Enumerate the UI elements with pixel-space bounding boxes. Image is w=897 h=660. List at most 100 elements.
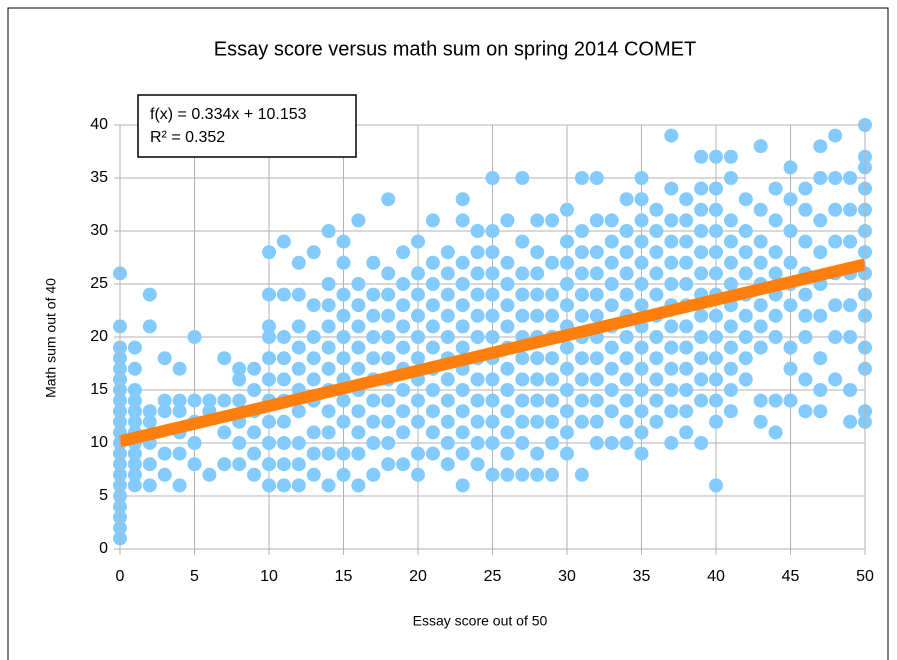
point: [634, 340, 649, 355]
point: [217, 425, 232, 440]
point: [783, 192, 798, 207]
point: [619, 436, 634, 450]
point: [738, 266, 753, 281]
point: [127, 361, 142, 376]
point: [589, 393, 604, 408]
point: [634, 277, 649, 291]
point: [276, 234, 291, 249]
point: [798, 404, 813, 419]
point: [813, 351, 828, 366]
point: [321, 224, 336, 238]
point: [127, 393, 142, 408]
point: [366, 330, 381, 344]
point: [455, 213, 470, 228]
point: [530, 372, 545, 387]
point: [470, 372, 485, 387]
point: [604, 298, 619, 313]
point: [232, 457, 247, 472]
point: [381, 457, 396, 472]
point: [381, 308, 396, 323]
point: [411, 330, 425, 344]
point: [262, 319, 276, 334]
point: [649, 287, 664, 302]
point: [172, 393, 187, 408]
point: [515, 372, 530, 387]
point: [127, 383, 142, 397]
point: [723, 149, 738, 164]
point: [381, 192, 396, 207]
point: [694, 351, 709, 366]
point: [187, 330, 202, 344]
point: [560, 255, 574, 270]
point: [664, 436, 679, 450]
point: [396, 404, 411, 419]
point: [470, 287, 485, 302]
point: [664, 255, 679, 270]
point: [411, 287, 425, 302]
point: [604, 277, 619, 291]
point: [321, 340, 336, 355]
point: [485, 308, 500, 323]
point: [425, 298, 440, 313]
point: [530, 446, 545, 461]
point: [455, 319, 470, 334]
point: [798, 308, 813, 323]
point: [172, 404, 187, 419]
point: [157, 393, 172, 408]
point: [768, 330, 783, 344]
point: [187, 436, 202, 450]
point: [455, 340, 470, 355]
point: [828, 298, 843, 313]
point: [291, 255, 306, 270]
point: [664, 383, 679, 397]
point: [485, 436, 500, 450]
annotation: R² = 0.352: [150, 129, 225, 146]
point: [604, 361, 619, 376]
point: [500, 298, 515, 313]
point: [560, 425, 574, 440]
point: [723, 319, 738, 334]
point: [351, 425, 366, 440]
point: [455, 277, 470, 291]
point: [485, 266, 500, 281]
annotation-box: [137, 94, 357, 158]
point: [753, 414, 768, 429]
point: [425, 404, 440, 419]
point: [768, 181, 783, 196]
point: [262, 478, 276, 493]
point: [157, 351, 172, 366]
point: [649, 245, 664, 260]
point: [351, 340, 366, 355]
x-tick-label: 50: [856, 568, 874, 585]
point: [232, 393, 247, 408]
point: [753, 255, 768, 270]
point: [634, 192, 649, 207]
point: [172, 478, 187, 493]
point: [723, 340, 738, 355]
point: [589, 245, 604, 260]
y-tick-label: 20: [90, 328, 108, 345]
point: [783, 393, 798, 408]
x-tick-label: 25: [484, 568, 502, 585]
point: [470, 224, 485, 238]
point: [679, 425, 694, 440]
point: [500, 467, 515, 482]
point: [753, 319, 768, 334]
points: [113, 118, 872, 546]
point: [127, 478, 142, 493]
point: [440, 393, 455, 408]
point: [321, 404, 336, 419]
point: [396, 340, 411, 355]
point: [262, 457, 276, 472]
point: [485, 467, 500, 482]
point: [679, 234, 694, 249]
point: [381, 393, 396, 408]
point: [798, 234, 813, 249]
point: [336, 234, 351, 249]
point: [813, 139, 828, 154]
point: [813, 245, 828, 260]
point: [142, 478, 157, 493]
point: [738, 351, 753, 366]
point: [679, 319, 694, 334]
